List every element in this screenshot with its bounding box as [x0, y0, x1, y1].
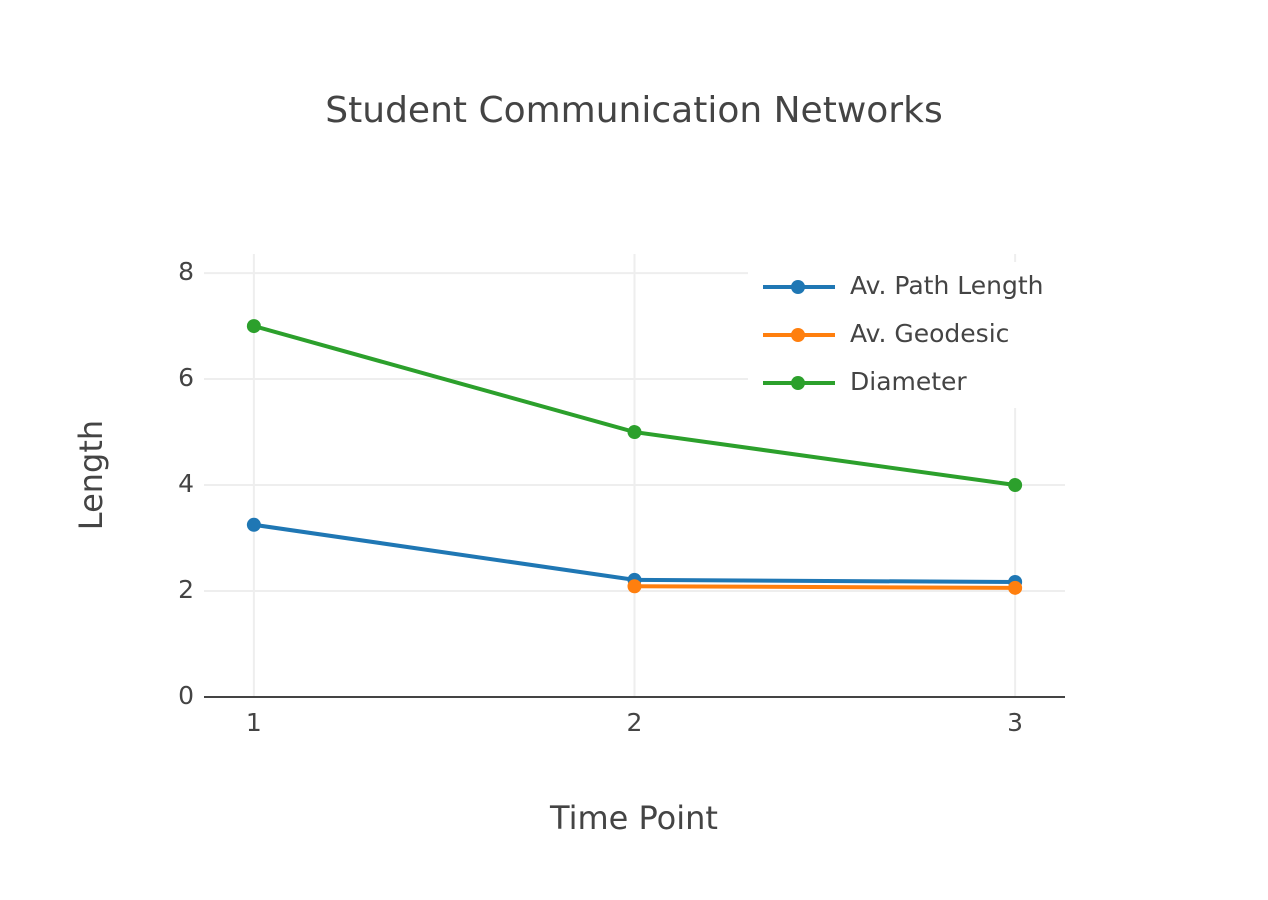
- point: [1008, 478, 1023, 493]
- y-tick-label: 4: [178, 469, 194, 498]
- x-tick-label: 1: [246, 708, 262, 737]
- legend: Av. Path Length Av. Geodesic Diameter: [748, 262, 1075, 408]
- point: [246, 517, 261, 532]
- chart-title: Student Communication Networks: [325, 90, 942, 131]
- legend-label: Av. Path Length: [850, 271, 1043, 300]
- y-tick-label: 2: [178, 575, 194, 604]
- point: [627, 425, 642, 440]
- legend-marker: [791, 376, 805, 390]
- point: [1008, 580, 1023, 595]
- grid: 0 2 4 6 8 1 2 3: [178, 254, 1065, 737]
- y-tick-label: 0: [178, 681, 194, 710]
- plot-area: [246, 319, 1023, 595]
- legend-marker: [791, 280, 805, 294]
- legend-marker: [791, 328, 805, 342]
- y-axis-title: Length: [72, 420, 110, 530]
- legend-label: Av. Geodesic: [850, 319, 1009, 348]
- y-tick-label: 6: [178, 363, 194, 392]
- series-line: [634, 584, 1016, 590]
- x-tick-label: 3: [1007, 708, 1023, 737]
- x-tick-label: 2: [627, 708, 643, 737]
- y-tick-label: 8: [178, 257, 194, 286]
- point: [246, 319, 261, 334]
- legend-label: Diameter: [850, 367, 967, 396]
- x-axis-title: Time Point: [549, 799, 718, 837]
- point: [627, 579, 642, 594]
